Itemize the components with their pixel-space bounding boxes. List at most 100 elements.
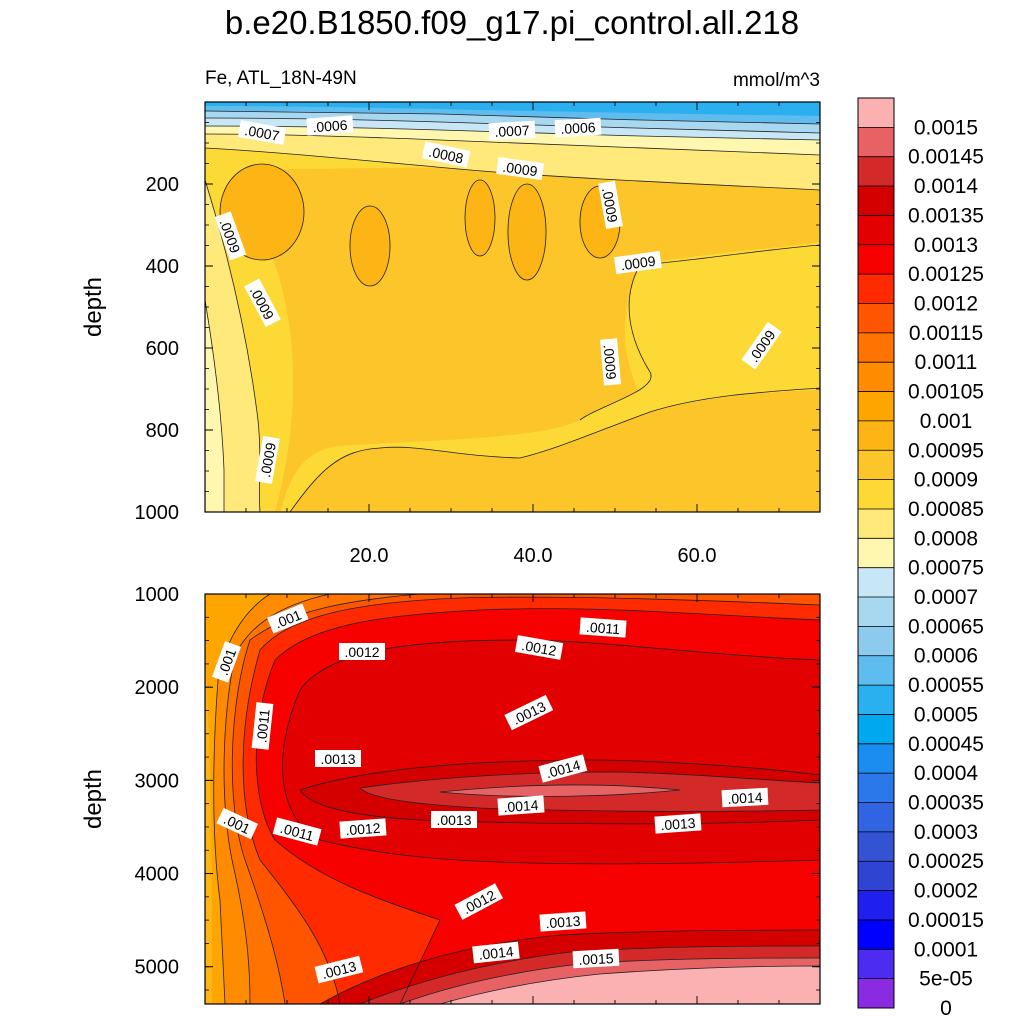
colorbar-label: 0.0007 [914,586,978,609]
colorbar: 0.0015 0.00145 0.0014 0.00135 0.0013 0.00125 0… [857,97,984,1020]
colorbar-swatch [858,890,894,921]
contour-label-bg [579,617,627,638]
colorbar-label: 0.0009 [914,469,978,492]
contour-label-bg [654,813,702,834]
lower-plot-frame [204,593,821,1005]
contour-label-bg [237,120,287,145]
upper-blob-00095 [220,164,304,260]
contour-label-text: .0014 [727,789,763,807]
contour-label-bg [721,787,769,808]
colorbar-swatch [858,391,894,422]
colorbar-label: 0.00115 [909,322,983,345]
contour-label: .0013 [654,813,702,834]
colorbar-label: 0.00035 [908,792,984,815]
contour-label-text: .0015 [578,950,614,968]
upper-band-00085-right [624,245,820,412]
upper-variable-label: Fe, ATL_18N-49N [205,68,357,89]
contour-label-bg [339,818,387,839]
upper-units-label: mmol/m^3 [733,70,820,91]
lower-axis-ticks: 1000 2000 3000 4000 5000 [135,584,820,1004]
contour-label-bg [496,156,545,181]
contour-label: .0006 [306,115,354,136]
colorbar-label: 0.00075 [908,557,984,580]
contour-label: .0015 [572,948,620,969]
contour-label-text: .0014 [478,943,515,963]
contour-label: .0007 [488,120,536,141]
contour-label-bg [538,754,588,783]
upper-panel: Fe, ATL_18N-49N mmol/m^3 depth [80,68,821,567]
contour-label: .0009 [600,338,621,386]
colorbar-swatch [858,303,894,334]
colorbar-label: 0.00085 [908,498,984,521]
y-tick-label: 800 [146,420,179,442]
contour-label-text: .0013 [660,815,696,833]
colorbar-swatch [858,861,894,891]
contour-label-bg [339,643,385,660]
colorbar-label: 0.00105 [908,381,984,404]
upper-band-00055 [205,102,820,116]
contour-label-text: .0007 [243,122,280,144]
colorbar-swatch [858,362,894,392]
contour-label-text: .0013 [545,913,581,931]
contour-label-bg [306,115,354,136]
colorbar-swatch [858,773,894,803]
contour-label-bg [504,694,554,731]
colorbar-swatch [858,597,894,627]
colorbar-frame [857,97,895,1009]
contour-label: .0006 [554,117,602,138]
contour-label-bg [431,811,477,828]
colorbar-swatch [858,538,894,569]
colorbar-swatch [858,508,894,539]
contour-label-bg [267,603,309,634]
colorbar-label: 0.00015 [908,909,984,932]
colorbar-label: 0.0005 [914,703,978,726]
contour-label-bg [472,941,520,964]
colorbar-label: 0.00095 [908,439,984,462]
contour-label-bg [539,911,587,932]
contour-label-bg [421,141,471,168]
y-tick-label: 5000 [135,957,180,979]
chart-title: b.e20.B1850.f09_g17.pi_control.all.218 [224,4,800,41]
contour-label: .0013 [431,811,477,828]
colorbar-label: 0.001 [920,410,973,433]
lower-band-0012 [205,594,820,1004]
upper-blob-00095 [508,184,546,280]
upper-blob-00095 [350,206,390,286]
contour-label-text: .0008 [427,144,465,167]
contour-label-bg [216,807,259,840]
contour-label-text: .0009 [620,253,657,274]
y-tick-label: 1000 [135,584,180,606]
contour-label: .0014 [497,795,545,816]
lower-contour-lines [213,594,820,1004]
colorbar-label: 0.0001 [914,938,978,961]
contour-label-text: .0011 [253,708,272,744]
upper-contour-labels: .0007 .0006 .0007 .0006 .0008 .0009 .0009 .0009… [214,115,782,485]
contour-label-bg [454,883,504,920]
contour-label: .0009 [496,156,545,181]
colorbar-label: 0.00135 [908,204,984,227]
colorbar-swatch [858,831,894,862]
contour-label-text: .0009 [257,441,279,478]
contour-label: .0011 [251,702,274,750]
contour-label-bg [741,321,782,370]
colorbar-swatch [858,685,894,715]
colorbar-label: 0.00125 [908,263,984,286]
colorbar-label: 0.0013 [914,234,978,257]
colorbar-label: 0.0015 [914,116,978,139]
lower-y-axis-label: depth [80,769,107,829]
y-tick-label: 600 [146,338,179,360]
colorbar-swatch [858,244,894,275]
contour-label-bg [315,750,361,767]
contour-label-text: .0009 [599,186,621,223]
colorbar-swatch [858,186,894,216]
colorbar-swatch [858,420,894,451]
contour-label-text: .0006 [312,117,348,135]
upper-axis-ticks: 200 400 600 800 1000 20.0 40.0 60.0 [135,101,820,567]
contour-label: .0012 [339,643,385,660]
contour-label-text: .0007 [494,122,530,140]
colorbar-swatch [858,567,894,598]
y-tick-label: 2000 [135,677,180,699]
colorbar-label: 0.0002 [914,880,978,903]
colorbar-swatch [858,479,894,510]
